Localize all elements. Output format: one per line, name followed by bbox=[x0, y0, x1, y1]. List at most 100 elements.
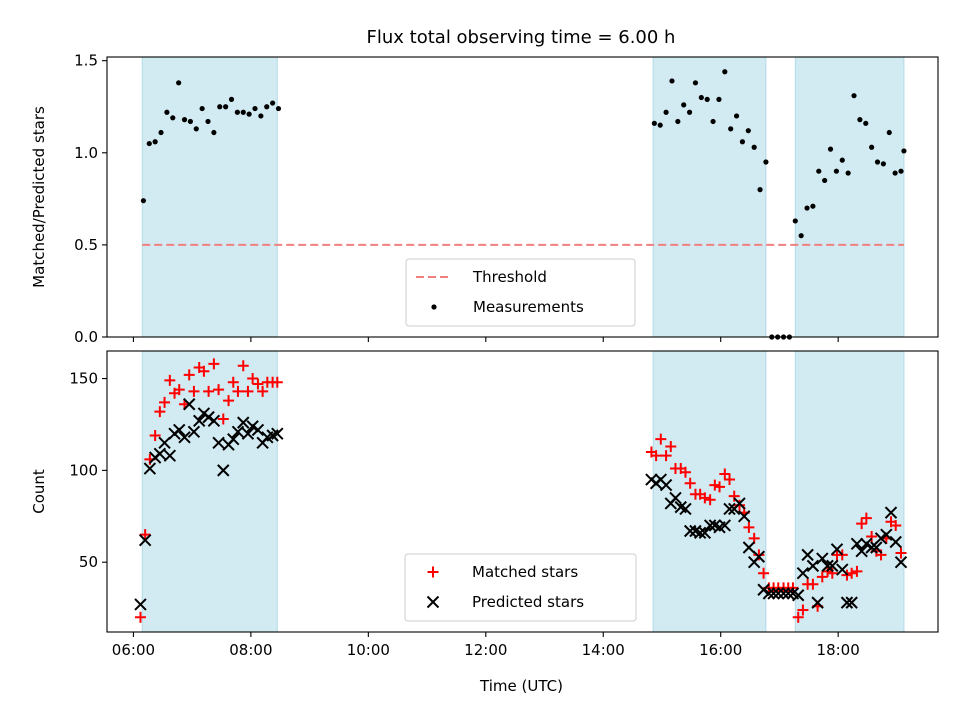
measurement-point bbox=[681, 102, 687, 108]
matched-star-point bbox=[743, 521, 755, 533]
y-axis-label: Matched/Predicted stars bbox=[30, 106, 48, 288]
predicted-star-point bbox=[163, 449, 177, 462]
matched-star-point bbox=[134, 611, 146, 623]
predicted-star-point bbox=[845, 596, 858, 609]
predicted-star-point bbox=[698, 526, 712, 540]
predicted-star-point bbox=[811, 596, 824, 609]
predicted-star-point bbox=[782, 587, 795, 600]
legend: Threshold Measurements bbox=[405, 258, 636, 327]
matched-star-point bbox=[728, 490, 740, 502]
matched-star-point bbox=[665, 441, 677, 453]
measurement-point bbox=[258, 113, 264, 119]
predicted-star-point bbox=[659, 478, 673, 492]
legend-matched-swatch bbox=[427, 566, 439, 578]
matched-star-point bbox=[816, 571, 828, 583]
measurement-point bbox=[275, 105, 282, 112]
predicted-star-point bbox=[806, 559, 820, 573]
predicted-star-point bbox=[757, 583, 770, 596]
shaded-interval bbox=[794, 56, 905, 338]
predicted-star-point bbox=[271, 427, 284, 440]
y-tick-label: 50 bbox=[79, 553, 98, 571]
matched-star-point bbox=[208, 358, 220, 370]
measurement-point bbox=[228, 96, 235, 102]
measurement-point bbox=[164, 109, 170, 115]
predicted-star-point bbox=[693, 526, 707, 540]
measurement-point bbox=[751, 144, 757, 150]
measurement-point bbox=[733, 113, 740, 119]
x-tick-label: 12:00 bbox=[464, 641, 507, 659]
measurement-point bbox=[140, 198, 147, 204]
matched-star-point bbox=[252, 378, 264, 390]
matched-star-point bbox=[247, 373, 259, 385]
measurement-point bbox=[874, 159, 881, 165]
legend-label: Matched stars bbox=[472, 563, 578, 581]
predicted-star-point bbox=[737, 510, 751, 523]
measurement-point bbox=[223, 104, 229, 110]
legend-label: Measurements bbox=[473, 298, 584, 316]
y-tick-label: 0.5 bbox=[74, 236, 98, 254]
matched-star-point bbox=[846, 567, 858, 579]
x-tick-label: 10:00 bbox=[347, 641, 390, 659]
y-tick-label: 0.0 bbox=[74, 328, 98, 346]
matched-star-point bbox=[232, 385, 244, 397]
matched-star-point bbox=[223, 395, 235, 407]
legend-frame bbox=[404, 553, 637, 622]
axes-frame bbox=[106, 56, 939, 338]
predicted-star-point bbox=[880, 528, 893, 541]
predicted-star-point bbox=[173, 423, 186, 437]
y-axis-label: Count bbox=[30, 469, 48, 514]
measurement-point bbox=[170, 115, 176, 121]
measurement-point bbox=[158, 129, 164, 136]
predicted-star-point bbox=[718, 519, 732, 532]
measurement-point bbox=[851, 93, 857, 99]
measurement-point bbox=[722, 69, 728, 75]
measurement-point bbox=[757, 187, 763, 193]
predicted-star-point bbox=[884, 506, 898, 519]
predicted-star-point bbox=[669, 491, 682, 505]
matched-star-point bbox=[149, 429, 161, 441]
measurement-point bbox=[675, 118, 681, 125]
measurement-point bbox=[146, 140, 152, 147]
measurement-point bbox=[240, 109, 246, 115]
predicted-star-point bbox=[762, 587, 776, 600]
predicted-star-point bbox=[138, 533, 152, 547]
predicted-star-point bbox=[836, 563, 849, 576]
predicted-star-point bbox=[153, 447, 167, 461]
predicted-star-point bbox=[796, 567, 810, 580]
predicted-star-point bbox=[830, 543, 844, 556]
predicted-star-point bbox=[767, 587, 780, 600]
measurement-point bbox=[252, 105, 258, 112]
measurement-point bbox=[187, 118, 193, 125]
measurement-point bbox=[270, 100, 276, 106]
matched-star-point bbox=[807, 578, 819, 590]
predicted-star-point bbox=[217, 464, 230, 477]
measurement-point bbox=[716, 96, 722, 102]
legend: Matched stars Predicted stars bbox=[404, 553, 637, 622]
axes-frame bbox=[106, 350, 939, 633]
matched-star-point bbox=[650, 450, 662, 462]
measurement-point bbox=[892, 170, 898, 176]
measurement-point bbox=[857, 117, 863, 123]
predicted-star-point bbox=[187, 425, 201, 439]
matched-star-point bbox=[719, 468, 731, 480]
shaded-interval bbox=[794, 350, 905, 633]
predicted-star-point bbox=[742, 541, 756, 554]
measurement-point bbox=[739, 139, 746, 145]
predicted-star-point bbox=[251, 423, 265, 437]
measurement-point bbox=[704, 96, 710, 102]
x-tick-label: 08:00 bbox=[229, 641, 272, 659]
matched-star-point bbox=[203, 385, 215, 397]
legend-label: Predicted stars bbox=[472, 593, 584, 611]
measurement-point bbox=[152, 139, 158, 145]
measurement-point bbox=[763, 159, 769, 165]
measurement-point bbox=[710, 118, 716, 125]
measurement-point bbox=[792, 218, 798, 224]
x-axis-label: Time (UTC) bbox=[479, 677, 563, 695]
top-panel-ratio: 0.0 0.5 1.0 1.5 Matched/Predicted stars Thres… bbox=[30, 52, 939, 346]
matched-star-point bbox=[271, 376, 283, 388]
measurement-point bbox=[692, 80, 699, 86]
y-tick-label: 150 bbox=[69, 370, 98, 388]
measurement-point bbox=[698, 94, 704, 101]
x-tick-label: 16:00 bbox=[699, 641, 742, 659]
